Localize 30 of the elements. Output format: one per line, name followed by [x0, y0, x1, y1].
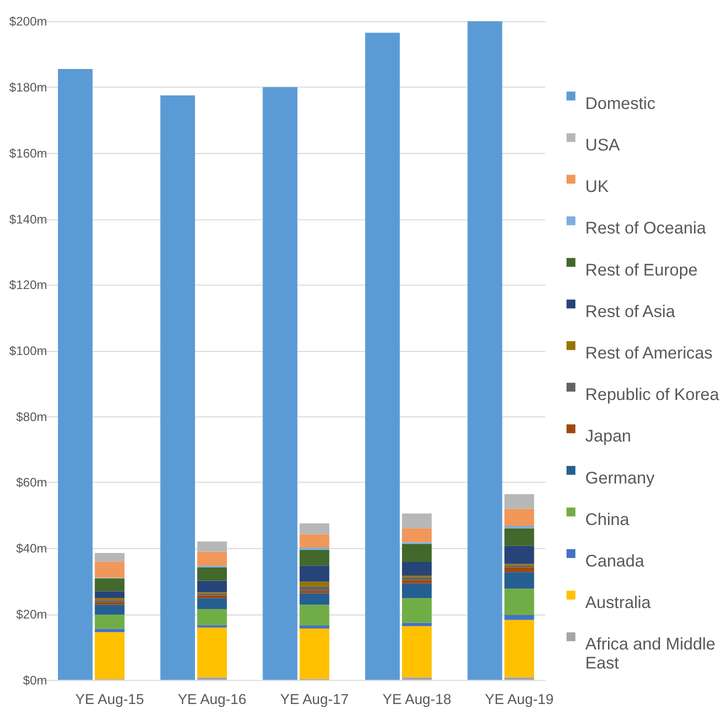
x-tick-label: YE Aug-19 [484, 692, 554, 708]
legend-label: Rest of Oceania [585, 218, 707, 238]
legend-label: Domestic [585, 94, 656, 113]
x-tick-label: YE Aug-17 [280, 692, 349, 708]
x-tick-label: YE Aug-16 [178, 692, 246, 708]
y-tick-label: $100m [9, 344, 48, 358]
legend-label: Australia [585, 593, 652, 612]
legend-label: Republic of Korea [585, 385, 720, 404]
legend-label: China [585, 510, 630, 529]
y-tick-label: $20m [16, 607, 48, 622]
legend-label: UK [585, 177, 610, 196]
x-tick-label: YE Aug-18 [382, 692, 452, 708]
legend-label: Japan [585, 426, 632, 446]
legend-label: Rest of Asia [585, 302, 676, 321]
legend-label: Africa and Middle East [585, 634, 716, 672]
y-tick-label: $140m [9, 212, 48, 226]
y-tick-label: $60m [16, 476, 48, 490]
x-tick-label: YE Aug-15 [75, 692, 144, 708]
y-tick-label: $40m [16, 542, 48, 556]
y-tick-label: $120m [9, 278, 48, 292]
legend-label: Rest of Europe [585, 260, 698, 280]
y-tick-label: $200m [9, 14, 48, 29]
legend-label: Rest of Americas [585, 343, 713, 362]
legend-label: Canada [585, 551, 645, 570]
y-tick-label: $0m [22, 673, 48, 688]
y-tick-label: $80m [16, 410, 48, 424]
y-tick-label: $180m [9, 80, 48, 95]
legend-label: Germany [585, 468, 656, 488]
y-tick-label: $160m [9, 146, 48, 160]
legend-label: USA [585, 135, 621, 154]
